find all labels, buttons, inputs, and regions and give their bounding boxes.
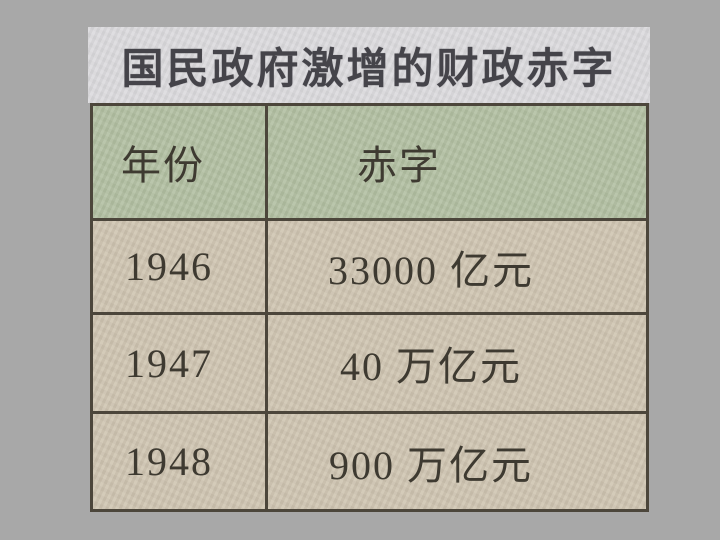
- slide-title: 国民政府激增的财政赤字: [88, 27, 650, 103]
- year-cell: 1948: [93, 414, 268, 509]
- deficit-cell: 40 万亿元: [268, 315, 646, 411]
- column-header-deficit-label: 赤字: [357, 143, 441, 188]
- table-row: 1948 900 万亿元: [93, 411, 646, 509]
- year-value: 1947: [125, 340, 213, 386]
- table-header-row: 年份 赤字: [93, 106, 646, 218]
- table-row: 1946 33000 亿元: [93, 218, 646, 312]
- column-header-year-label: 年份: [121, 143, 205, 188]
- deficit-cell: 900 万亿元: [268, 414, 646, 509]
- deficit-cell: 33000 亿元: [268, 221, 646, 312]
- deficit-value: 900 万亿元: [329, 442, 533, 488]
- slide-title-text: 国民政府激增的财政赤字: [121, 46, 617, 93]
- year-value: 1946: [125, 244, 213, 289]
- deficit-value: 40 万亿元: [340, 344, 522, 389]
- column-header-deficit: 赤字: [268, 106, 646, 218]
- column-header-year: 年份: [93, 106, 268, 218]
- deficit-value: 33000 亿元: [328, 247, 534, 293]
- deficit-table: 年份 赤字 1946 33000 亿元 1947 40 万亿元 1948 900…: [90, 103, 649, 512]
- year-value: 1948: [125, 439, 213, 484]
- year-cell: 1947: [93, 315, 268, 411]
- year-cell: 1946: [93, 221, 268, 312]
- table-row: 1947 40 万亿元: [93, 312, 646, 411]
